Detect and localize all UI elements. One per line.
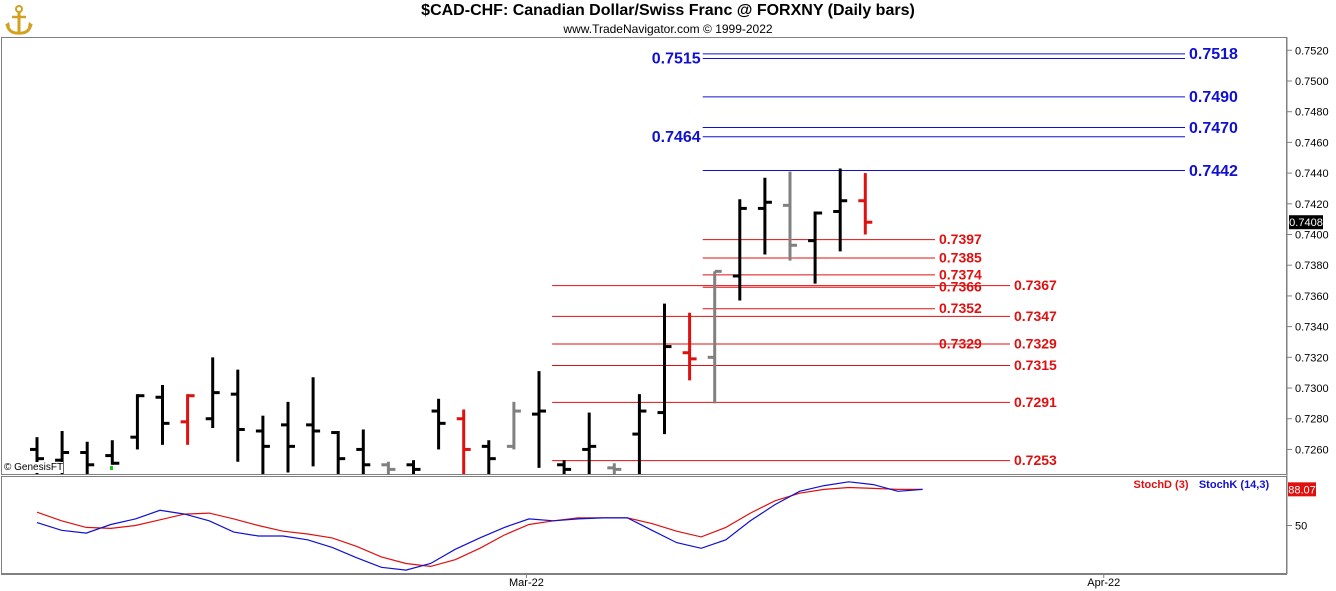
- price-tick-label: 0.7400: [1295, 230, 1329, 242]
- price-tick-label: 0.7420: [1295, 199, 1329, 211]
- level-label: 0.7464: [652, 129, 701, 146]
- anchor-logo-icon: [5, 5, 33, 35]
- ohlc-bar: [858, 173, 873, 235]
- level-label: 0.7374: [939, 266, 982, 282]
- price-tick-label: 0.7260: [1295, 444, 1329, 456]
- price-tick-label: 0.7500: [1295, 76, 1329, 88]
- ohlc-bar: [80, 441, 95, 474]
- price-tick-label: 0.7300: [1295, 383, 1329, 395]
- price-tick-label: 0.7360: [1295, 291, 1329, 303]
- level-label: 0.7442: [1189, 163, 1238, 180]
- level-label: 0.7366: [939, 279, 982, 295]
- level-label: 0.7470: [1189, 120, 1238, 137]
- stoch-last-box: [1288, 482, 1316, 497]
- ohlc-bar: [130, 394, 145, 450]
- ohlc-bar: [757, 177, 772, 255]
- ohlc-bar: [783, 171, 797, 261]
- ohlc-bar: [406, 460, 421, 474]
- ohlc-bar: [205, 357, 220, 428]
- ohlc-bar: [808, 211, 823, 284]
- ohlc-bar: [732, 199, 747, 301]
- ohlc-bar: [230, 369, 245, 462]
- ohlc-bar: [356, 429, 371, 474]
- price-tick-label: 0.7520: [1295, 45, 1329, 57]
- legend-stochk: StochK (14,3): [1199, 479, 1270, 491]
- indicator-panel-frame: [1, 476, 1287, 574]
- x-tick-label: Apr-22: [1087, 577, 1120, 589]
- ohlc-bar: [682, 312, 697, 381]
- level-label: 0.7352: [939, 300, 982, 316]
- chart-title: $CAD-CHF: Canadian Dollar/Swiss Franc @ …: [421, 2, 915, 19]
- stochd-line: [36, 486, 923, 568]
- level-label: 0.7367: [1014, 277, 1057, 293]
- level-label: 0.7329: [1014, 336, 1057, 352]
- last-price-label: 0.7408: [1289, 217, 1323, 229]
- ohlc-bar: [582, 412, 597, 474]
- level-label: 0.7253: [1014, 452, 1057, 468]
- price-tick-label: 0.7380: [1295, 260, 1329, 272]
- copyright-text: www.TradeNavigator.com © 1999-2022: [563, 22, 773, 36]
- ohlc-bar: [431, 398, 446, 450]
- ohlc-bar: [180, 394, 195, 445]
- level-label: 0.7291: [1014, 394, 1057, 410]
- x-tick-label: Mar-22: [509, 577, 544, 589]
- level-label: 0.7347: [1014, 308, 1057, 324]
- level-label: 0.7315: [1014, 357, 1057, 373]
- stoch-tick-label: 50: [1295, 521, 1307, 533]
- ohlc-bar: [833, 168, 848, 252]
- ohlc-bar: [105, 440, 120, 465]
- price-tick-label: 0.7340: [1295, 322, 1329, 334]
- price-tick-label: 0.7480: [1295, 107, 1329, 119]
- ohlc-bar: [281, 401, 295, 473]
- ohlc-bar: [506, 401, 521, 450]
- price-panel-frame: [1, 37, 1287, 475]
- price-tick-label: 0.7440: [1295, 168, 1329, 180]
- ohlc-bar: [255, 415, 270, 474]
- legend-stochd: StochD (3): [1134, 479, 1189, 491]
- level-label: 0.7518: [1189, 46, 1238, 63]
- level-label: 0.7515: [652, 51, 701, 68]
- ohlc-bar: [155, 384, 170, 445]
- level-label: 0.7397: [939, 231, 982, 247]
- price-tick-label: 0.7460: [1295, 137, 1329, 149]
- ohlc-bar: [306, 377, 321, 467]
- ohlc-bar: [657, 303, 672, 435]
- last-price-box: [1289, 215, 1323, 230]
- ohlc-bar: [481, 440, 496, 474]
- ohlc-bar: [632, 394, 647, 474]
- level-label: 0.7490: [1189, 89, 1238, 106]
- ohlc-bar: [607, 463, 622, 474]
- ohlc-bar: [456, 409, 471, 474]
- ohlc-bar: [707, 269, 722, 404]
- price-tick-label: 0.7320: [1295, 352, 1329, 364]
- ohlc-bar: [532, 371, 546, 468]
- level-label: 0.7385: [939, 250, 982, 266]
- volume-marker: [110, 466, 113, 470]
- ohlc-bar: [557, 460, 572, 474]
- price-tick-label: 0.7280: [1295, 414, 1329, 426]
- ohlc-bar: [381, 461, 396, 474]
- stoch-last-label: 88.07: [1288, 484, 1316, 496]
- genesis-watermark: © GenesisFT: [4, 462, 64, 473]
- stochk-line: [36, 481, 923, 571]
- ohlc-bar: [331, 431, 346, 474]
